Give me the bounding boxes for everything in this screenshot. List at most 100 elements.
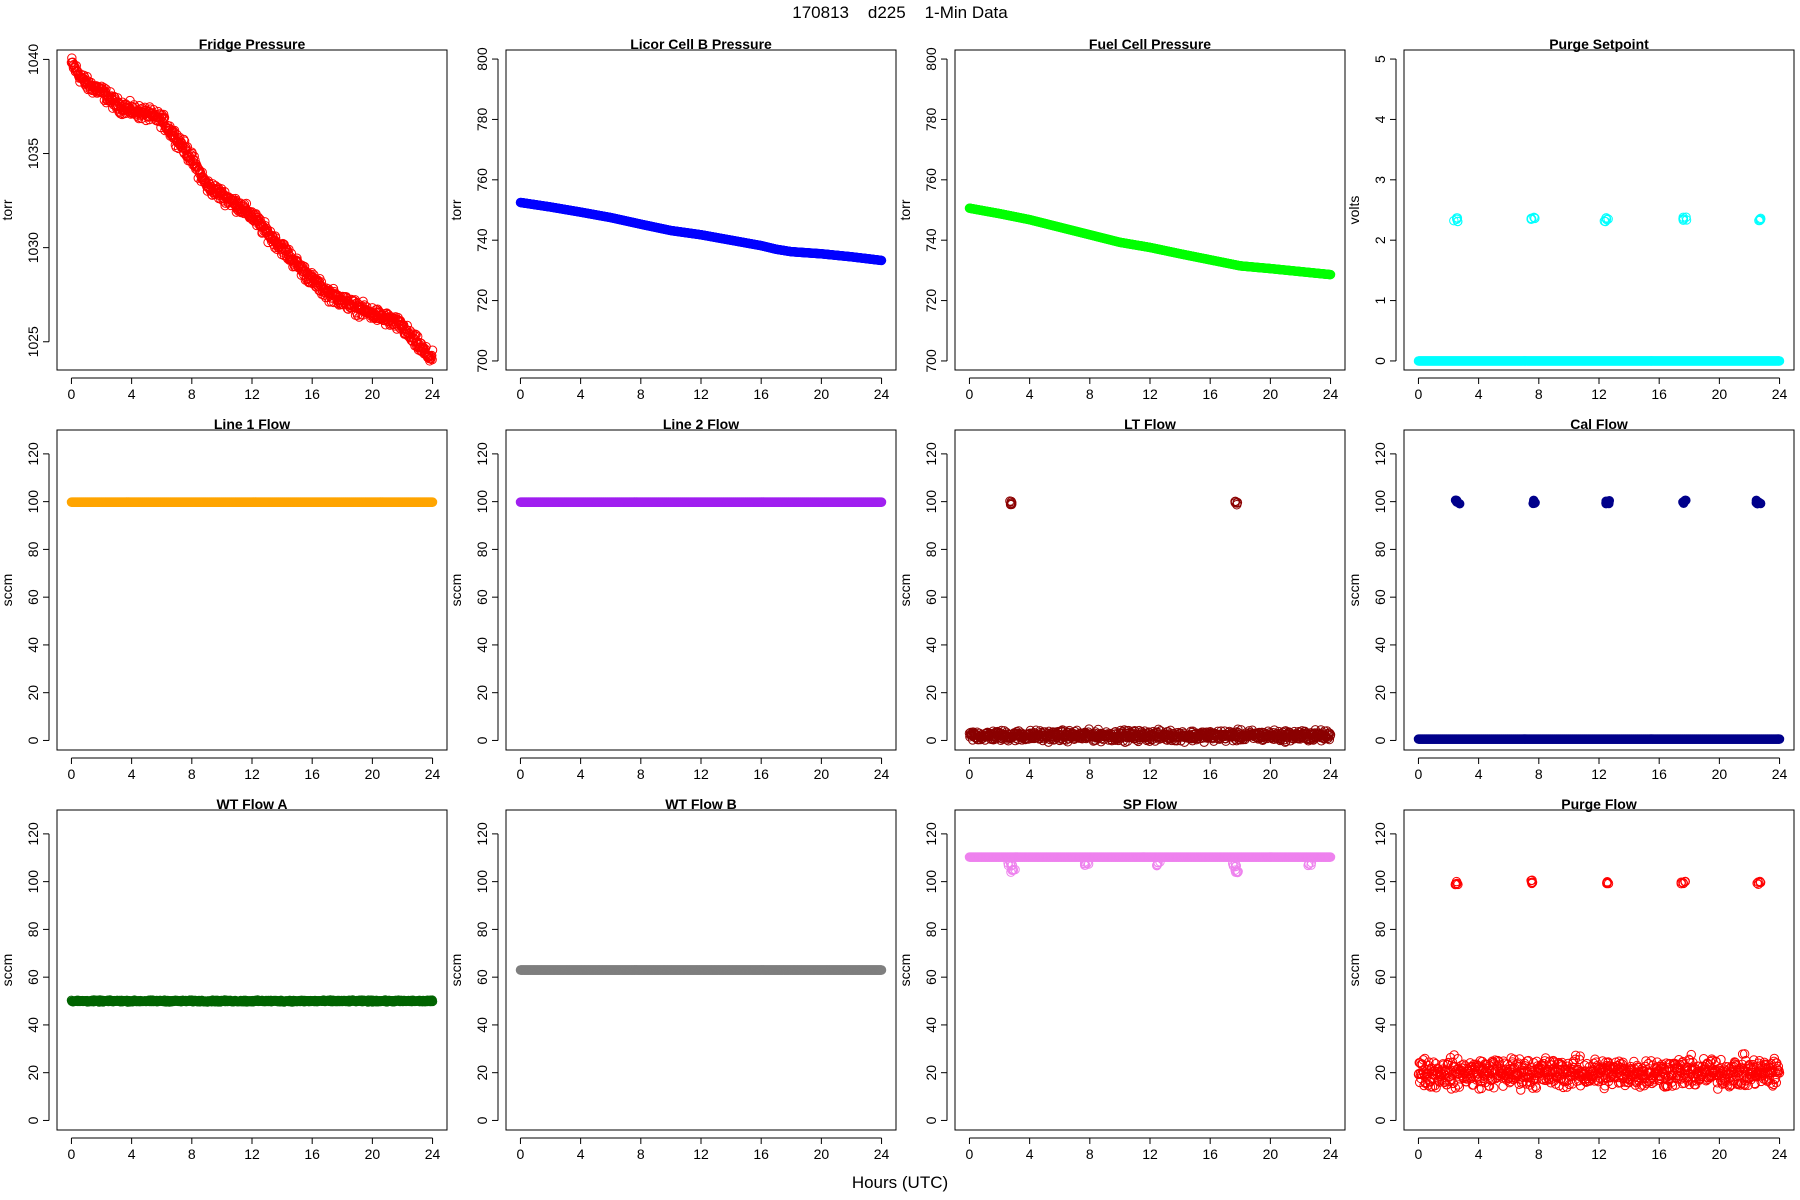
data-point [192, 162, 203, 172]
x-tick-label: 20 [814, 386, 830, 402]
y-tick-label: 760 [923, 168, 939, 192]
x-tick-label: 8 [188, 766, 196, 782]
x-tick-label: 12 [1142, 386, 1158, 402]
y-tick-label: 780 [923, 108, 939, 132]
data-point [1774, 356, 1785, 366]
data-point [299, 261, 310, 272]
y-tick-label: 700 [923, 349, 939, 373]
data-layer [964, 203, 1336, 280]
y-tick-label: 40 [25, 637, 41, 653]
y-tick-label: 120 [25, 442, 41, 466]
x-tick-label: 0 [517, 386, 525, 402]
data-point [1452, 213, 1463, 223]
plot-frame [505, 49, 897, 371]
y-tick-label: 740 [474, 228, 490, 252]
x-tick-label: 12 [244, 386, 260, 402]
data-point [286, 248, 297, 258]
y-tick-label: 1040 [25, 44, 41, 75]
y-tick-label: 1035 [25, 138, 41, 169]
x-tick-label: 4 [1475, 386, 1483, 402]
x-tick-label: 24 [425, 386, 441, 402]
x-tick-label: 8 [637, 386, 645, 402]
y-tick-label: 780 [474, 108, 490, 132]
x-tick-label: 8 [188, 386, 196, 402]
x-tick-label: 24 [1323, 386, 1339, 402]
x-tick-label: 20 [365, 766, 381, 782]
y-tick-label: 700 [474, 349, 490, 373]
y-tick-label: 760 [474, 168, 490, 192]
data-point [97, 83, 108, 94]
y-tick-label: 1 [1372, 296, 1388, 304]
y-tick-label: 740 [923, 228, 939, 252]
x-tick-label: 20 [1263, 386, 1279, 402]
x-tick-label: 0 [966, 386, 974, 402]
plot-frame [56, 49, 448, 371]
x-tick-label: 0 [1415, 386, 1423, 402]
x-tick-label: 24 [425, 766, 441, 782]
x-tick-label: 16 [753, 386, 769, 402]
y-tick-label: 3 [1372, 176, 1388, 184]
x-tick-label: 16 [1202, 386, 1218, 402]
y-tick-label: 80 [25, 541, 41, 557]
x-tick-label: 12 [1591, 386, 1607, 402]
data-point [179, 136, 190, 146]
data-point [427, 350, 437, 361]
y-tick-label: 4 [1372, 115, 1388, 123]
data-point [1530, 213, 1540, 224]
data-point [1452, 216, 1463, 227]
data-layer [66, 497, 438, 507]
x-tick-label: 20 [1712, 386, 1728, 402]
data-point [179, 134, 189, 145]
x-tick-label: 24 [874, 386, 890, 402]
figure-title: 170813 d225 1-Min Data [792, 3, 1008, 22]
data-layer [515, 497, 887, 507]
y-axis-label: volts [1346, 196, 1362, 225]
y-tick-label: 720 [923, 289, 939, 313]
data-layer [66, 53, 438, 366]
data-point [1529, 212, 1539, 223]
x-tick-label: 24 [1772, 386, 1788, 402]
plot-frame [954, 49, 1346, 371]
x-tick-label: 16 [304, 766, 320, 782]
x-tick-label: 12 [693, 386, 709, 402]
x-tick-label: 16 [1651, 386, 1667, 402]
data-point [876, 255, 887, 266]
x-tick-label: 8 [1535, 386, 1543, 402]
plot-frame [56, 429, 448, 751]
y-tick-label: 2 [1372, 236, 1388, 244]
data-point [220, 187, 230, 197]
x-tick-label: 12 [244, 766, 260, 782]
y-axis-label: torr [897, 199, 913, 220]
y-tick-label: 800 [923, 47, 939, 71]
y-axis-label: torr [0, 199, 15, 220]
panel-title: Line 1 Flow [214, 416, 290, 432]
panel-title: Fridge Pressure [199, 36, 306, 52]
data-point [427, 345, 438, 355]
data-point [1603, 214, 1613, 224]
y-axis-label: sccm [0, 574, 15, 607]
x-tick-label: 4 [577, 386, 585, 402]
x-tick-label: 0 [68, 386, 76, 402]
data-point [427, 497, 438, 507]
y-axis-label: torr [448, 199, 464, 220]
data-layer [1413, 212, 1785, 366]
data-point [1755, 214, 1766, 225]
x-tick-label: 20 [365, 386, 381, 402]
data-point [241, 198, 252, 209]
data-point [67, 57, 78, 67]
data-point [159, 112, 170, 123]
y-tick-label: 1025 [25, 326, 41, 357]
x-tick-label: 4 [128, 386, 136, 402]
data-point [1754, 215, 1764, 226]
panel-title: Licor Cell B Pressure [630, 36, 772, 52]
x-tick-label: 8 [1086, 386, 1094, 402]
y-tick-label: 0 [25, 736, 41, 744]
x-tick-label: 4 [1026, 386, 1034, 402]
